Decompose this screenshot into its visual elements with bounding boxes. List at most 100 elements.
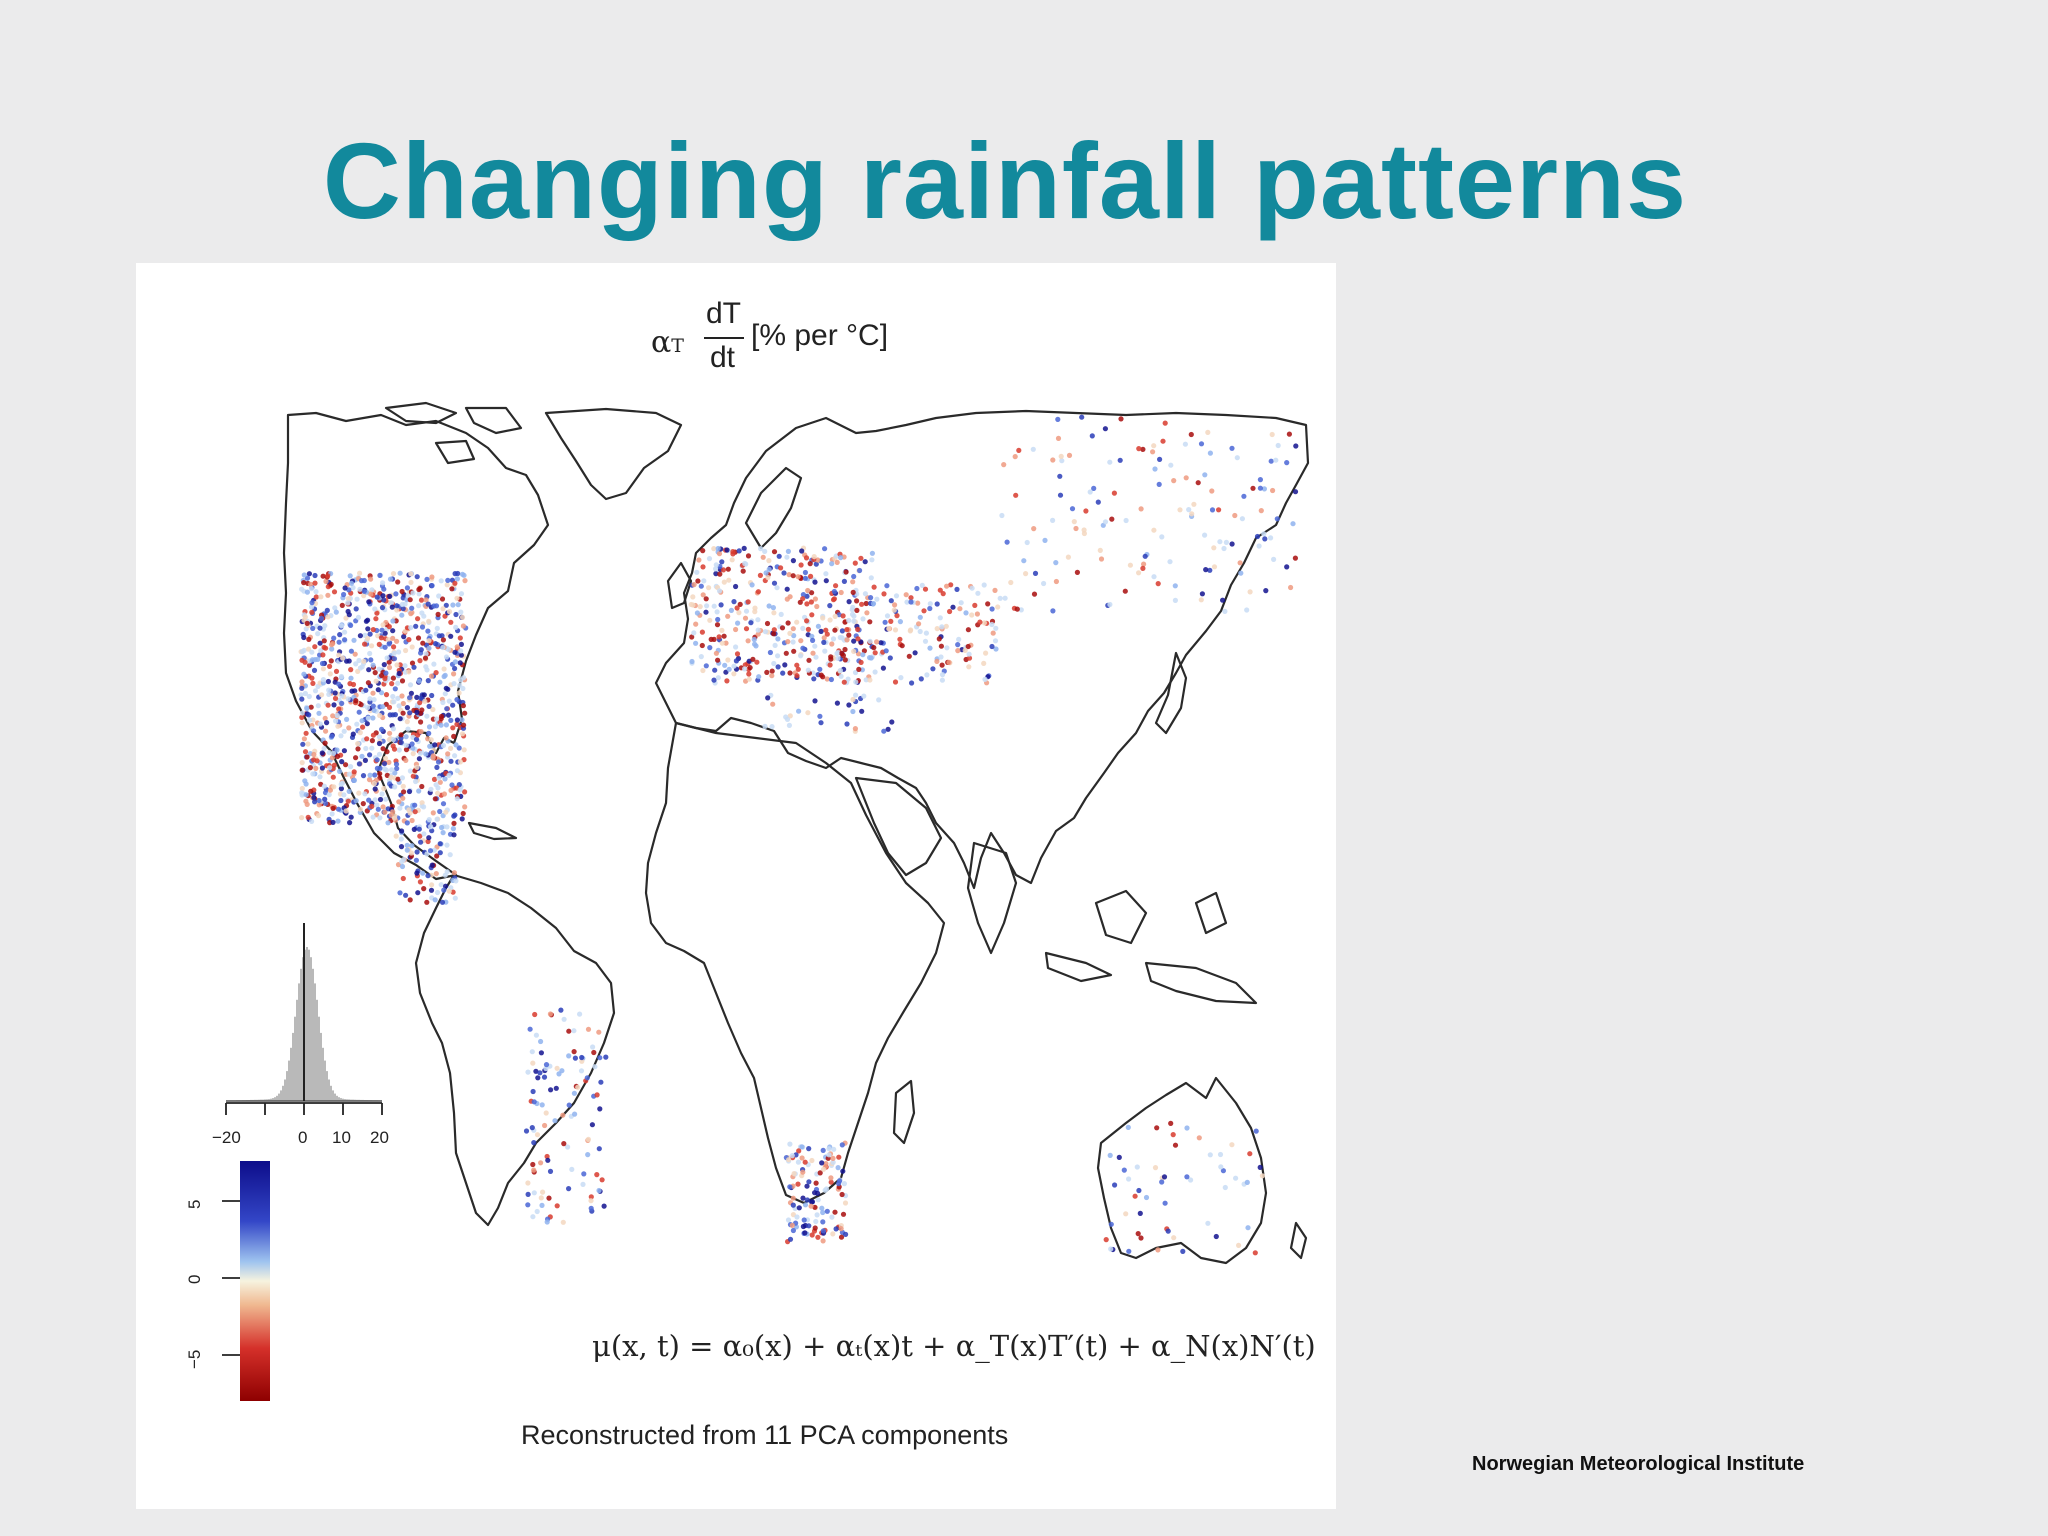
station-dot (820, 1147, 826, 1153)
station-dot (717, 571, 723, 577)
station-dot (993, 646, 999, 652)
station-dot (534, 1132, 541, 1138)
station-dot (908, 595, 914, 601)
station-dot (448, 619, 454, 625)
station-dot (307, 765, 313, 771)
station-dot (566, 1053, 572, 1059)
histogram-bar (280, 1090, 282, 1101)
station-dot (864, 610, 870, 616)
station-dot (437, 841, 443, 847)
station-dot (311, 728, 317, 734)
station-dot (418, 719, 424, 725)
station-dot (1211, 564, 1218, 570)
station-dot (995, 604, 1001, 610)
station-dot (338, 786, 344, 792)
station-dot (822, 546, 828, 552)
station-dot (404, 847, 410, 853)
station-dot (1223, 539, 1229, 545)
station-dot (386, 659, 392, 665)
station-dot (775, 636, 781, 642)
station-dot (714, 609, 720, 615)
station-dot (367, 772, 373, 778)
colorbar-tick-label: −5 (185, 1350, 204, 1369)
station-dot (542, 1122, 548, 1129)
station-dot (339, 602, 345, 608)
station-dot (690, 602, 696, 608)
station-dot (452, 665, 458, 672)
station-dot (327, 765, 333, 771)
station-dot (757, 572, 764, 578)
station-dot (712, 667, 718, 673)
station-dot (1024, 539, 1030, 546)
station-dot (370, 627, 376, 633)
station-dot (808, 599, 815, 605)
station-dot (317, 640, 323, 646)
station-dot (448, 633, 454, 639)
station-dot (386, 624, 392, 630)
station-dot (831, 1146, 837, 1152)
station-dot (1195, 480, 1201, 486)
station-dot (309, 818, 315, 825)
station-dot (408, 850, 414, 856)
station-dot (1247, 1151, 1253, 1157)
station-dot (452, 659, 458, 665)
station-dot (1132, 1193, 1138, 1199)
station-dot (339, 759, 345, 765)
station-dot (359, 718, 365, 724)
station-dot (1089, 433, 1095, 439)
station-dot (373, 616, 379, 622)
station-dot (596, 1187, 602, 1194)
station-dot (388, 774, 394, 780)
station-dot (1217, 539, 1223, 545)
station-dot (361, 577, 367, 584)
station-dot (374, 802, 380, 808)
station-dot (390, 635, 396, 641)
station-dot (1172, 597, 1178, 603)
station-dot (525, 1180, 531, 1186)
coastline-africa (644, 721, 946, 1205)
station-dot (833, 583, 839, 589)
station-dot (329, 755, 335, 761)
station-dot (381, 662, 387, 668)
station-dot (1125, 1124, 1131, 1130)
station-dot (784, 554, 790, 560)
station-dot (372, 670, 378, 676)
station-dot (829, 561, 835, 567)
station-dot (523, 1128, 530, 1134)
histogram-bar (308, 949, 310, 1101)
station-dot (878, 640, 884, 646)
station-dot (1151, 574, 1157, 580)
station-dot (308, 788, 314, 794)
station-dot (327, 671, 333, 677)
station-dot (313, 589, 319, 595)
station-dot (948, 582, 954, 588)
station-dot (823, 627, 829, 633)
station-dot (1261, 531, 1267, 537)
station-dot (351, 777, 357, 784)
station-dot (432, 742, 438, 748)
station-dot (1160, 438, 1166, 444)
station-dot (745, 553, 752, 559)
station-dot (711, 603, 717, 609)
station-dot (962, 647, 968, 653)
station-dot (437, 779, 443, 785)
station-dot (458, 648, 464, 654)
station-dot (762, 723, 768, 729)
station-dot (413, 857, 419, 863)
station-dot (897, 636, 903, 642)
station-dot (454, 644, 460, 650)
histogram-bar (296, 999, 298, 1101)
station-dot (414, 870, 420, 876)
station-dot (348, 580, 355, 586)
station-dot (1184, 1125, 1190, 1131)
station-dot (1284, 460, 1290, 466)
station-dot (302, 749, 309, 755)
station-dot (315, 656, 321, 662)
map-title: αT dT dt [% per °C] (651, 297, 951, 377)
station-dot (836, 1154, 842, 1160)
station-dot (812, 596, 819, 602)
station-dot (394, 603, 400, 609)
station-dot (363, 687, 369, 693)
station-dot (303, 792, 309, 798)
station-dot (699, 629, 706, 635)
